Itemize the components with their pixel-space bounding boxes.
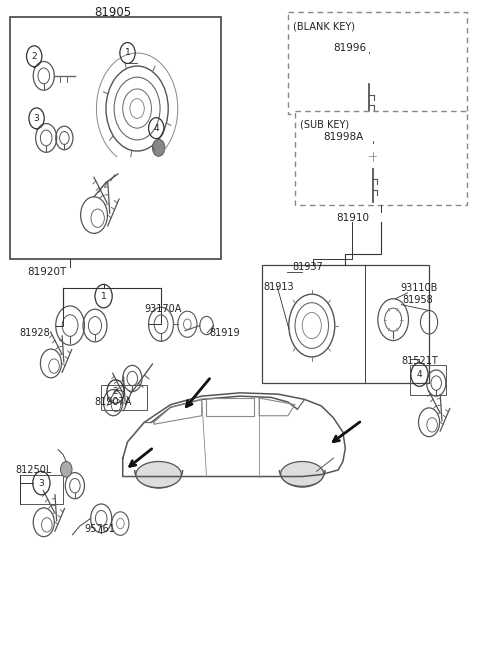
Text: 81958: 81958: [403, 295, 433, 305]
Text: 3: 3: [34, 114, 39, 123]
Bar: [262, 265, 429, 383]
Text: 2: 2: [113, 387, 119, 396]
Circle shape: [60, 462, 72, 477]
Text: 4: 4: [417, 370, 422, 379]
Text: 81905: 81905: [95, 6, 132, 19]
Bar: [101, 385, 147, 410]
Text: (SUB KEY): (SUB KEY): [300, 120, 349, 130]
Text: 81913: 81913: [263, 282, 294, 292]
Bar: [288, 12, 468, 114]
Text: 95761: 95761: [84, 524, 115, 534]
Text: 81250L: 81250L: [15, 465, 51, 475]
Text: 93170A: 93170A: [144, 304, 181, 314]
Text: 3: 3: [38, 479, 44, 487]
Text: 1: 1: [101, 291, 107, 301]
Circle shape: [153, 140, 165, 157]
Text: 81996: 81996: [334, 43, 367, 53]
Text: 81937: 81937: [293, 263, 324, 272]
Text: 81910: 81910: [336, 213, 369, 223]
Bar: [10, 17, 221, 259]
Text: 81998A: 81998A: [323, 132, 363, 141]
Bar: [295, 111, 468, 205]
Text: 4: 4: [154, 124, 159, 133]
Bar: [410, 365, 446, 395]
Text: 81920T: 81920T: [27, 267, 66, 277]
Text: 81907A: 81907A: [94, 397, 132, 407]
Text: 1: 1: [125, 48, 131, 58]
Text: 81928: 81928: [20, 328, 50, 338]
Text: 2: 2: [31, 52, 37, 61]
Text: (BLANK KEY): (BLANK KEY): [293, 22, 355, 32]
Text: 81521T: 81521T: [402, 356, 439, 367]
Ellipse shape: [281, 462, 324, 486]
Ellipse shape: [136, 462, 181, 487]
Bar: [20, 475, 63, 504]
Text: 93110B: 93110B: [400, 283, 438, 293]
Text: 81919: 81919: [209, 328, 240, 338]
